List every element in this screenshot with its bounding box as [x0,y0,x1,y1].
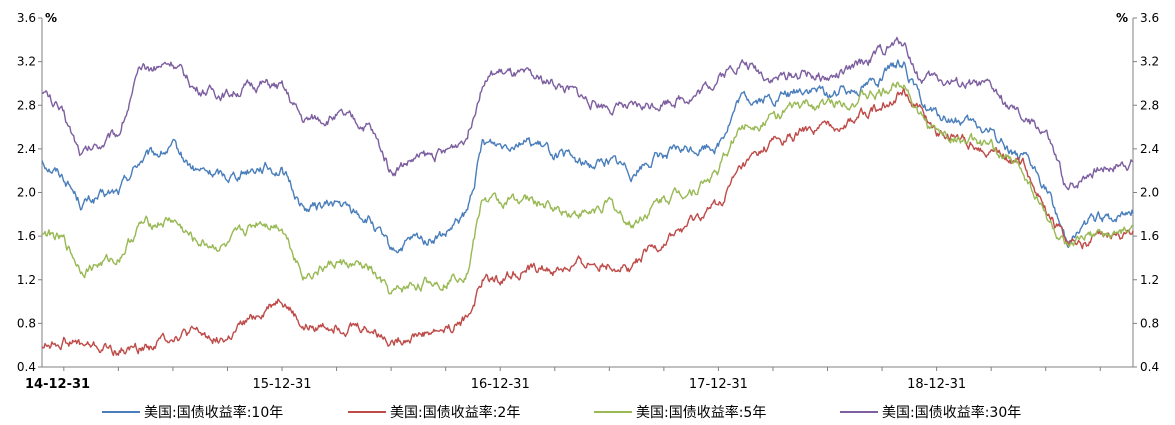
right-y-tick-label: 1.2 [1140,273,1159,287]
left-y-tick-label: 1.6 [17,229,36,243]
x-tick-label: 16-12-31 [471,377,530,392]
legend-label: 美国:国债收益率:2年 [390,404,520,421]
right-y-tick-label: 0.8 [1140,316,1159,330]
x-ticks: 14-12-31 15-12-31 16-12-31 17-12-31 18-12-31 [25,367,1101,392]
legend-label: 美国:国债收益率:10年 [144,404,283,421]
right-y-tick-label: 2.4 [1140,142,1159,156]
x-tick-label: 17-12-31 [689,377,748,392]
right-y-tick-label: 0.4 [1140,360,1159,374]
left-y-unit: % [45,11,57,25]
left-y-tick-label: 0.8 [17,316,36,330]
x-tick-label: 18-12-31 [907,377,966,392]
series-line-0 [41,59,1134,254]
right-y-tick-label: 3.2 [1140,55,1159,69]
left-y-tick-label: 2.4 [17,142,36,156]
axes: % % [41,11,1134,368]
legend-label: 美国:国债收益率:5年 [636,404,766,421]
legend-label: 美国:国债收益率:30年 [882,404,1021,421]
right-y-tick-label: 2.8 [1140,98,1159,112]
series-line-1 [41,87,1134,357]
series-lines [41,36,1134,357]
y-ticks: 0.4 0.4 0.8 0.8 1.2 1.2 1.6 1.6 2.0 2.0 2.4 2.4 2.8 2… [17,11,1159,374]
series-line-3 [41,36,1134,191]
right-y-unit: % [1116,11,1128,25]
x-tick-label: 15-12-31 [253,377,312,392]
left-y-tick-label: 0.4 [17,360,36,374]
right-y-tick-label: 2.0 [1140,186,1159,200]
left-y-tick-label: 3.6 [17,11,36,25]
left-y-tick-label: 1.2 [17,273,36,287]
left-y-tick-label: 2.0 [17,186,36,200]
left-y-tick-label: 3.2 [17,55,36,69]
right-y-tick-label: 1.6 [1140,229,1159,243]
x-tick-label: 14-12-31 [25,377,90,392]
left-y-tick-label: 2.8 [17,98,36,112]
right-y-tick-label: 3.6 [1140,11,1159,25]
legend: 美国:国债收益率:10年 美国:国债收益率:2年 美国:国债收益率:5年 美国:国债收… [102,404,1021,421]
series-line-2 [41,81,1134,295]
